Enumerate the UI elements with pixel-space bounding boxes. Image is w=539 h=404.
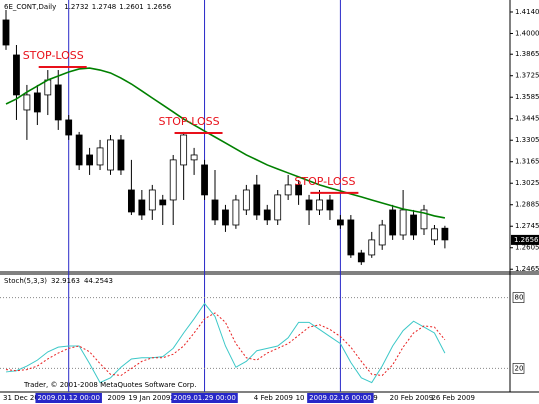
candle-body: [33, 92, 41, 113]
x-tick-label: 26 Feb 2009: [431, 394, 475, 402]
candle-body: [378, 224, 386, 246]
y-tick-label: 1.3445: [515, 115, 539, 123]
candle-body: [336, 219, 344, 226]
candle-body: [117, 139, 125, 171]
candle-body: [222, 209, 229, 226]
header-value: 1.2732: [64, 3, 89, 11]
candle-body: [86, 154, 93, 166]
candle-body: [368, 239, 376, 256]
candle-body: [389, 209, 397, 236]
level-label: 80: [515, 294, 524, 302]
candle-body: [316, 199, 323, 211]
current-price-box: [511, 234, 539, 245]
candle-body: [138, 199, 146, 216]
y-tick-label: 1.2745: [515, 222, 539, 230]
header-value: 1.2656: [147, 3, 172, 11]
x-marker-label: 2009.02.16 00:00: [309, 394, 371, 402]
candle-body: [420, 209, 428, 230]
stoch-line: [5, 302, 446, 384]
candle-body: [274, 194, 282, 221]
x-marker-label: 2009.01.29 00:00: [173, 394, 235, 402]
candle-body: [284, 184, 292, 196]
y-tick-label: 1.4000: [515, 29, 539, 37]
candle-body: [75, 134, 83, 166]
candle-body: [305, 199, 313, 211]
candle-body: [441, 227, 449, 241]
level-label: 20: [515, 364, 524, 372]
candle-body: [23, 94, 31, 111]
candle-body: [232, 199, 240, 226]
candle-body: [347, 219, 355, 256]
y-tick-label: 1.3585: [515, 93, 539, 101]
x-tick-label: 20 Feb 2009: [390, 394, 434, 402]
level-box: [512, 363, 525, 374]
candle-body: [431, 228, 438, 241]
y-tick-label: 1.2885: [515, 201, 539, 209]
x-tick-label: 4 Feb 2009: [254, 394, 293, 402]
stoch-line: [5, 312, 446, 377]
y-tick-label: 1.2465: [515, 265, 539, 273]
candle-body: [326, 199, 334, 211]
x-marker-box: [171, 393, 238, 403]
stoch-title: Stoch(5,3,3): [4, 277, 47, 285]
candle-body: [54, 84, 62, 121]
y-tick-label: 1.2605: [515, 244, 539, 252]
candle-body: [295, 184, 303, 196]
stop-loss-label: STOP-LOSS: [159, 115, 220, 128]
candle-body: [44, 79, 52, 96]
current-price-label: 1.2656: [514, 236, 539, 244]
candle-body: [357, 252, 365, 263]
y-tick-label: 1.4140: [515, 8, 539, 16]
candle-body: [127, 189, 135, 213]
candle-body: [399, 209, 407, 236]
stop-loss-label: STOP-LOSS: [294, 175, 355, 188]
y-tick-label: 1.3305: [515, 136, 539, 144]
candle-body: [96, 147, 104, 166]
candle-body: [107, 139, 114, 171]
header-value: 1.2601: [119, 3, 144, 11]
moving-average: [5, 67, 446, 219]
stoch-value: 44.2543: [84, 277, 113, 285]
copyright: Trader, © 2001-2008 MetaQuotes Software …: [23, 381, 196, 389]
x-marker-label: 2009.01.12 00:00: [37, 394, 99, 402]
candle-body: [13, 54, 20, 96]
candle-body: [190, 154, 198, 161]
stop-loss-label: STOP-LOSS: [23, 49, 84, 62]
x-marker-box: [35, 393, 102, 403]
y-tick-label: 1.3165: [515, 158, 539, 166]
candle-body: [180, 134, 188, 166]
y-tick-label: 1.3725: [515, 72, 539, 80]
x-tick-label: 31 Dec 2008: [3, 394, 48, 402]
candle-body: [253, 184, 261, 216]
y-tick-label: 1.3865: [515, 50, 539, 58]
candle-body: [2, 19, 10, 46]
x-marker-box: [307, 393, 374, 403]
stoch-value: 32.9163: [51, 277, 80, 285]
candle-body: [211, 199, 219, 221]
x-tick-label: 19 Jan 2009: [128, 394, 170, 402]
candle-body: [159, 199, 167, 206]
chart-title: 6E_CONT,Daily: [4, 3, 56, 11]
candle-body: [242, 189, 250, 211]
y-tick-label: 1.3025: [515, 179, 539, 187]
candle-body: [201, 164, 208, 196]
candle-body: [263, 209, 271, 221]
level-box: [512, 292, 525, 303]
header-value: 1.2748: [92, 3, 117, 11]
candle-body: [148, 189, 156, 211]
candle-body: [169, 159, 177, 201]
candle-body: [65, 119, 73, 136]
x-tick-label: 2009: [108, 394, 126, 402]
candle-body: [410, 214, 417, 236]
